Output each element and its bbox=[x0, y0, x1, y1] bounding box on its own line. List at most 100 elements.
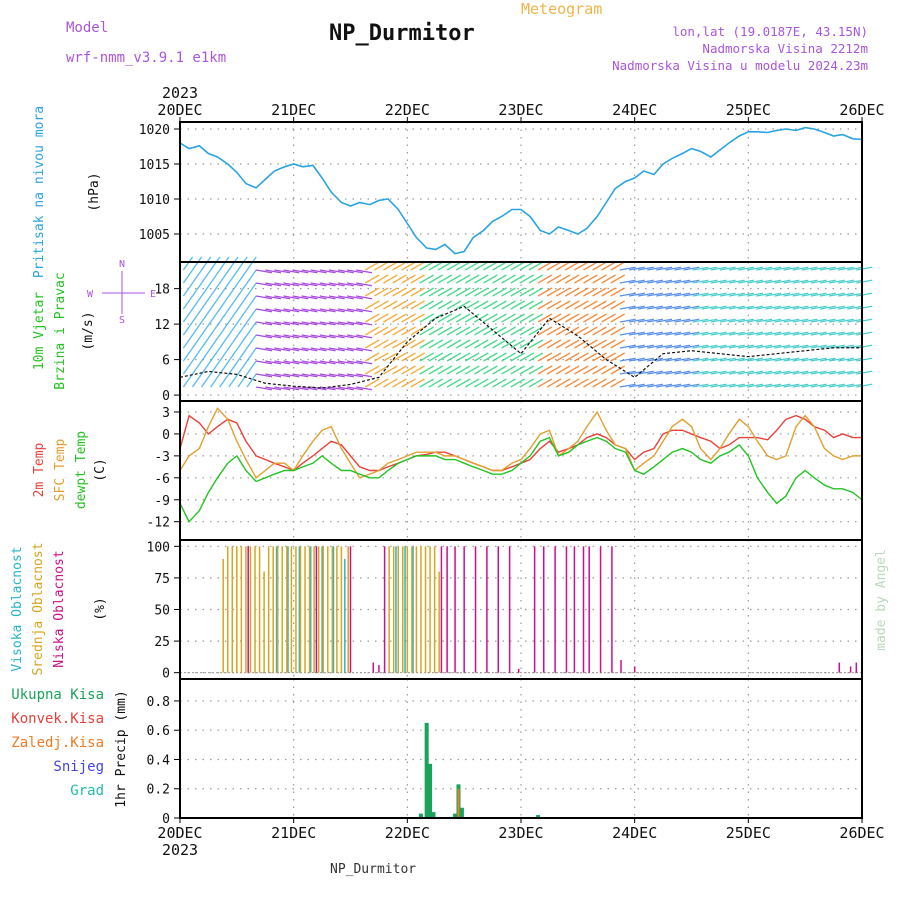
wind-arrow bbox=[428, 365, 444, 375]
wind-arrow bbox=[201, 282, 212, 297]
wind-arrow bbox=[628, 331, 645, 336]
wind-arrow bbox=[601, 274, 616, 284]
wind-arrow bbox=[619, 279, 636, 284]
y-tick-label: -12 bbox=[147, 516, 170, 531]
wind-arrow bbox=[756, 279, 773, 284]
wind-arrow bbox=[801, 318, 818, 323]
wind-arrow bbox=[537, 287, 553, 297]
wind-arrow bbox=[410, 378, 425, 388]
precip-bar bbox=[453, 813, 458, 818]
wind-arrow bbox=[792, 305, 809, 310]
wind-arrow bbox=[464, 365, 480, 375]
wind-arrow bbox=[610, 352, 625, 362]
wind-arrow bbox=[747, 266, 764, 271]
wind-arrow bbox=[274, 295, 291, 300]
wind-arrow bbox=[265, 295, 282, 300]
wind-arrow bbox=[364, 300, 380, 310]
wind-arrow bbox=[483, 274, 498, 284]
wind-arrow bbox=[346, 321, 363, 326]
wind-arrow bbox=[592, 287, 607, 297]
wind-arrow bbox=[592, 378, 607, 388]
wind-arrow bbox=[419, 326, 435, 336]
wind-arrow bbox=[256, 360, 273, 365]
x-tick-label-top: 22DEC bbox=[385, 101, 430, 119]
y-tick-label: 0 bbox=[162, 812, 170, 827]
wind-arrow bbox=[728, 357, 745, 362]
wind-arrow bbox=[683, 305, 700, 310]
wind-arrow bbox=[555, 352, 571, 362]
wind-arrow bbox=[364, 287, 380, 297]
wind-arrow bbox=[419, 313, 435, 323]
wind-arrow bbox=[719, 344, 736, 349]
wind-arrow bbox=[210, 295, 221, 310]
wind-arrow bbox=[446, 326, 462, 336]
wind-arrow bbox=[810, 370, 827, 375]
wind-speed-line bbox=[179, 305, 862, 389]
precip-legend-2: Zaledj.Kisa bbox=[11, 735, 104, 751]
wind-arrow bbox=[283, 373, 300, 378]
wind-arrow bbox=[637, 370, 654, 375]
wind-arrow bbox=[610, 287, 625, 297]
precip-ylabel: 1hr Precip (mm) bbox=[114, 690, 129, 807]
wind-arrow bbox=[801, 292, 818, 297]
wind-arrow bbox=[274, 282, 291, 287]
wind-arrow bbox=[392, 274, 407, 284]
wind-arrow bbox=[337, 269, 354, 274]
wind-arrow bbox=[719, 318, 736, 323]
wind-arrow bbox=[328, 269, 345, 274]
wind-arrow bbox=[374, 287, 389, 297]
wind-arrow bbox=[510, 326, 525, 336]
wind-arrow bbox=[737, 305, 754, 310]
wind-arrow bbox=[328, 282, 345, 287]
wind-arrow bbox=[374, 313, 389, 323]
wind-arrow bbox=[310, 347, 327, 352]
wind-arrow bbox=[756, 357, 773, 362]
temp-ylabel-2m: 2m Temp bbox=[32, 442, 47, 497]
wind-arrow bbox=[856, 357, 873, 362]
precip-bar bbox=[459, 807, 464, 818]
wind-arrow bbox=[665, 305, 682, 310]
wind-arrow bbox=[674, 279, 691, 284]
wind-arrow bbox=[464, 339, 480, 349]
wind-arrow bbox=[492, 274, 507, 284]
wind-arrow bbox=[274, 334, 291, 339]
wind-arrow bbox=[401, 287, 416, 297]
wind-arrow bbox=[765, 344, 782, 349]
wind-arrow bbox=[847, 344, 864, 349]
wind-arrow bbox=[601, 339, 616, 349]
wind-arrow bbox=[710, 344, 727, 349]
wind-arrow bbox=[519, 313, 535, 323]
wind-arrow bbox=[337, 334, 354, 339]
wind-arrow bbox=[756, 383, 773, 388]
wind-arrow bbox=[774, 357, 791, 362]
wind-arrow bbox=[792, 383, 809, 388]
wind-arrow bbox=[783, 292, 800, 297]
wind-arrow bbox=[628, 357, 645, 362]
wind-arrow bbox=[619, 266, 636, 271]
wind-arrow bbox=[756, 344, 773, 349]
wind-arrow bbox=[356, 334, 373, 339]
wind-arrow bbox=[191, 347, 203, 362]
wind-arrow bbox=[774, 266, 791, 271]
wind-arrow bbox=[719, 266, 736, 271]
wind-arrow bbox=[419, 274, 435, 284]
wind-arrow bbox=[537, 300, 553, 310]
wind-arrow bbox=[319, 269, 336, 274]
wind-arrow bbox=[519, 274, 535, 284]
wind-arrow bbox=[237, 334, 248, 349]
wind-arrow bbox=[383, 313, 398, 323]
wind-arrow bbox=[701, 331, 718, 336]
y-tick-label: 0.2 bbox=[147, 783, 170, 798]
wind-arrow bbox=[383, 339, 398, 349]
wind-arrow bbox=[265, 334, 282, 339]
wind-arrow bbox=[328, 295, 345, 300]
wind-arrow bbox=[719, 331, 736, 336]
wind-arrow bbox=[319, 347, 336, 352]
wind-arrow bbox=[191, 256, 203, 271]
wind-arrow bbox=[356, 347, 373, 352]
wind-arrow bbox=[501, 274, 516, 284]
wind-arrow bbox=[610, 313, 625, 323]
wind-arrow bbox=[191, 269, 203, 284]
wind-arrow bbox=[510, 300, 525, 310]
wind-arrow bbox=[847, 357, 864, 362]
